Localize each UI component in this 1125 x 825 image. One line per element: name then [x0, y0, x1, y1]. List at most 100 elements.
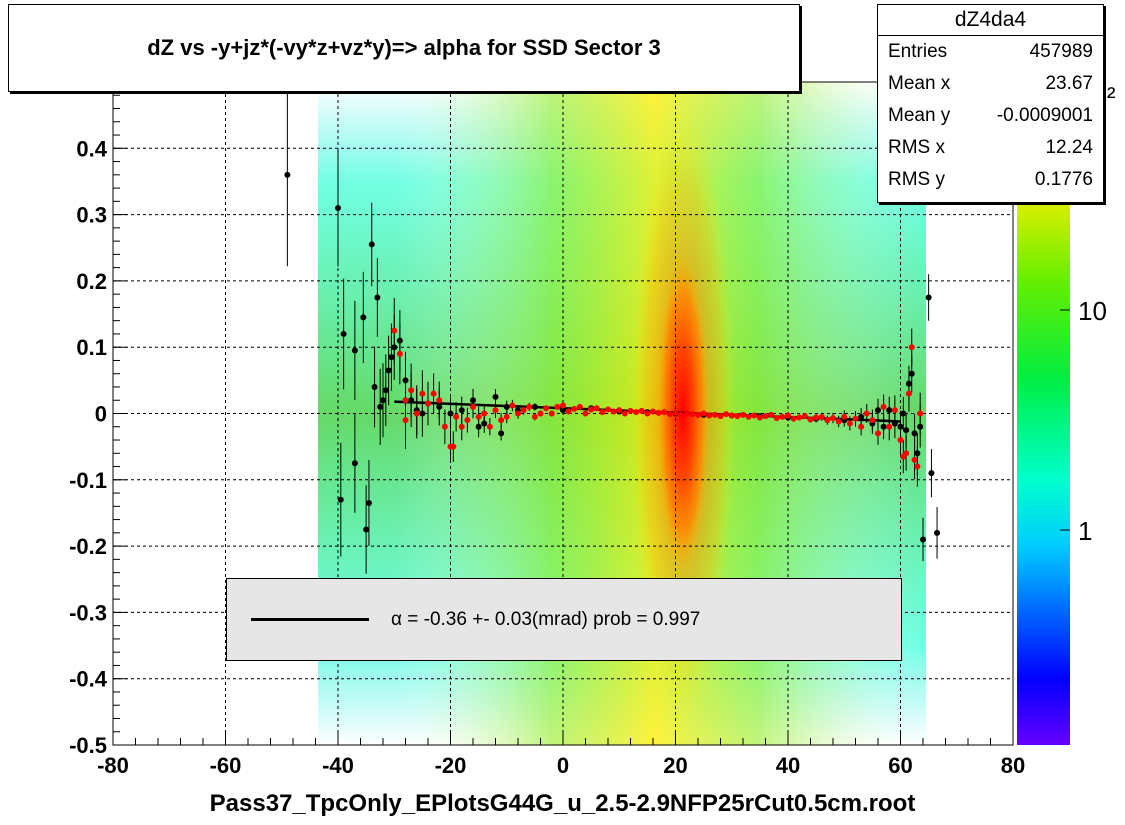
data-point-red — [458, 423, 465, 430]
stats-row-mean-y: Mean y -0.0009001 — [878, 100, 1103, 132]
data-point-red — [875, 430, 881, 437]
data-point-red — [576, 403, 583, 410]
data-point-red — [801, 413, 808, 420]
data-point-red — [711, 411, 718, 418]
data-point-black — [436, 403, 443, 410]
y-tick-label: -0.5 — [69, 733, 107, 758]
data-point-red — [543, 405, 550, 412]
data-point-red — [818, 413, 825, 420]
data-point-red — [756, 414, 763, 421]
data-point-red — [571, 405, 578, 412]
data-point-red — [880, 403, 887, 410]
y-tick-label: 0.3 — [76, 203, 107, 228]
data-points — [284, 171, 941, 543]
data-point-red — [903, 450, 910, 457]
data-point-red — [650, 408, 656, 415]
data-point-black — [475, 423, 482, 430]
data-point-black — [385, 367, 392, 374]
data-point-black — [498, 430, 505, 437]
data-point-red — [886, 423, 893, 430]
data-point-black — [934, 529, 941, 536]
data-point-red — [706, 412, 713, 419]
data-point-red — [599, 409, 606, 416]
data-point-red — [768, 411, 775, 418]
data-point-black — [908, 370, 915, 377]
data-point-red — [408, 387, 415, 394]
data-point-black — [897, 423, 904, 430]
x-tick-label: -40 — [322, 753, 354, 778]
stats-row-mean-x: Mean x 23.67 — [878, 68, 1103, 100]
data-point-red — [841, 413, 848, 420]
data-point-black — [470, 397, 476, 404]
data-point-black — [492, 393, 499, 400]
data-point-red — [425, 400, 431, 407]
data-point-black — [920, 536, 926, 543]
data-point-red — [554, 403, 561, 410]
color-bar-tick-label: 1 — [1078, 516, 1092, 546]
stats-label: Mean y — [888, 105, 951, 126]
data-point-red — [661, 409, 668, 416]
data-point-black — [917, 423, 924, 430]
data-point-black — [363, 526, 370, 533]
data-point-black — [365, 500, 372, 507]
data-point-red — [413, 410, 420, 417]
chart-title: dZ vs -y+jz*(-vy*z+vz*y)=> alpha for SSD… — [147, 35, 661, 60]
x-axis-label: Pass37_TpcOnly_EPlotsG44G_u_2.5-2.9NFP25… — [209, 790, 916, 817]
data-point-red — [450, 443, 457, 450]
data-point-black — [925, 294, 932, 301]
data-point-black — [335, 204, 341, 211]
data-point-red — [616, 407, 623, 414]
data-point-red — [751, 412, 758, 419]
data-point-black — [858, 413, 865, 420]
chart-title-box: dZ vs -y+jz*(-vy*z+vz*y)=> alpha for SSD… — [8, 4, 800, 92]
x-tick-label: -20 — [435, 753, 467, 778]
y-tick-label: -0.1 — [69, 468, 107, 493]
stats-row-entries: Entries 457989 — [878, 36, 1103, 68]
data-point-black — [377, 403, 384, 410]
data-point-black — [903, 427, 910, 434]
data-point-red — [740, 411, 746, 418]
data-point-red — [689, 411, 696, 418]
data-point-red — [430, 390, 437, 397]
data-point-red — [531, 413, 538, 420]
data-point-red — [548, 410, 555, 417]
stats-value: 0.1776 — [1034, 169, 1093, 190]
data-point-red — [835, 418, 842, 425]
data-point-red — [588, 406, 595, 413]
data-point-black — [911, 430, 918, 437]
x-tick-label: -80 — [97, 753, 129, 778]
data-point-red — [678, 411, 685, 418]
stats-label: RMS y — [888, 169, 945, 190]
data-point-red — [846, 420, 853, 427]
data-point-black — [368, 241, 375, 248]
data-point-red — [537, 410, 544, 417]
stats-row-rms-y: RMS y 0.1776 — [878, 164, 1103, 196]
data-point-red — [813, 414, 820, 421]
axes: -80 -60 -40 -20 0 20 40 60 80 -0.5 -0.4 -0.3 -0.2 -0.… — [69, 81, 1025, 778]
y-tick-label: 0 — [95, 402, 107, 427]
data-point-red — [582, 410, 589, 417]
stats-box: dZ4da4 Entries 457989 Mean x 23.67 Mean … — [877, 4, 1104, 203]
data-point-red — [683, 410, 690, 417]
fit-legend: α = -0.36 +- 0.03(mrad) prob = 0.997 — [226, 578, 902, 661]
data-point-red — [891, 407, 898, 414]
data-point-red — [644, 410, 651, 417]
data-point-red — [396, 350, 403, 357]
data-point-black — [886, 407, 893, 414]
data-point-black — [371, 383, 378, 390]
data-point-black — [382, 387, 389, 394]
data-point-red — [475, 413, 482, 420]
data-point-red — [464, 417, 471, 424]
data-point-black — [396, 337, 403, 344]
data-point-black — [284, 171, 291, 178]
data-point-black — [905, 380, 912, 387]
y-tick-label: -0.4 — [69, 667, 108, 692]
data-point-red — [627, 407, 634, 414]
data-point-red — [824, 417, 831, 424]
data-point-red — [633, 409, 640, 416]
data-point-red — [745, 413, 752, 420]
data-point-black — [340, 330, 347, 337]
data-point-red — [481, 410, 488, 417]
data-point-red — [638, 407, 645, 414]
y-tick-label: 0.2 — [76, 269, 107, 294]
